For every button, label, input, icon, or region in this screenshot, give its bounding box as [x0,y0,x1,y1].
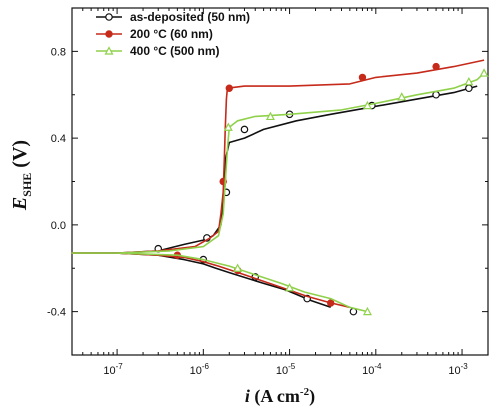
x-tick-label: 10-4 [362,362,382,377]
data-point [327,299,335,307]
legend-marker [105,13,113,21]
data-point [225,84,233,92]
data-point [285,283,295,292]
legend-marker [104,46,114,55]
series-2 [71,68,489,316]
axis-titles: i (A cm-2) ESHE (V) [9,140,315,407]
plot-frame [71,7,489,356]
legend-entry-1: 200 °C (60 nm) [96,27,213,41]
plot-area [71,7,489,356]
axes: 10-7 10-6 10-5 10-4 10-3 -0.4 0.0 0.4 0.8 [47,7,489,377]
data-point [233,263,243,272]
series-1 [71,59,485,309]
series-layer [71,59,489,316]
series-line [71,72,485,313]
x-tick-label: 10-7 [103,362,123,377]
series-line [71,59,485,309]
data-point [223,122,233,131]
data-point [479,68,489,77]
legend-label: 400 °C (500 nm) [130,44,220,58]
y-tick-label: 0.0 [51,220,66,232]
legend-marker [105,30,113,38]
y-tick-label: 0.4 [51,133,66,145]
legend: as-deposited (50 nm) 200 °C (60 nm) 400 °C… [96,10,250,58]
data-point [362,306,372,316]
data-point [465,84,473,93]
series-line [71,85,478,309]
legend-label: as-deposited (50 nm) [130,10,250,24]
legend-entry-2: 400 °C (500 nm) [96,44,220,58]
x-tick-label: 10-3 [448,362,468,377]
legend-label: 200 °C (60 nm) [130,27,213,41]
data-point [397,92,407,101]
data-point [362,100,372,110]
y-axis-title: ESHE (V) [9,140,34,211]
data-point [240,125,249,134]
data-point [358,73,367,82]
x-tick-label: 10-5 [276,362,296,377]
y-tick-label: 0.8 [51,46,66,58]
data-point [464,76,474,86]
data-point [432,62,440,71]
x-tick-label: 10-6 [190,362,210,377]
series-0 [71,84,478,316]
legend-entry-0: as-deposited (50 nm) [96,10,250,24]
data-point [265,111,275,121]
y-tick-label: -0.4 [47,307,66,319]
x-axis-title: i (A cm-2) [245,386,315,407]
